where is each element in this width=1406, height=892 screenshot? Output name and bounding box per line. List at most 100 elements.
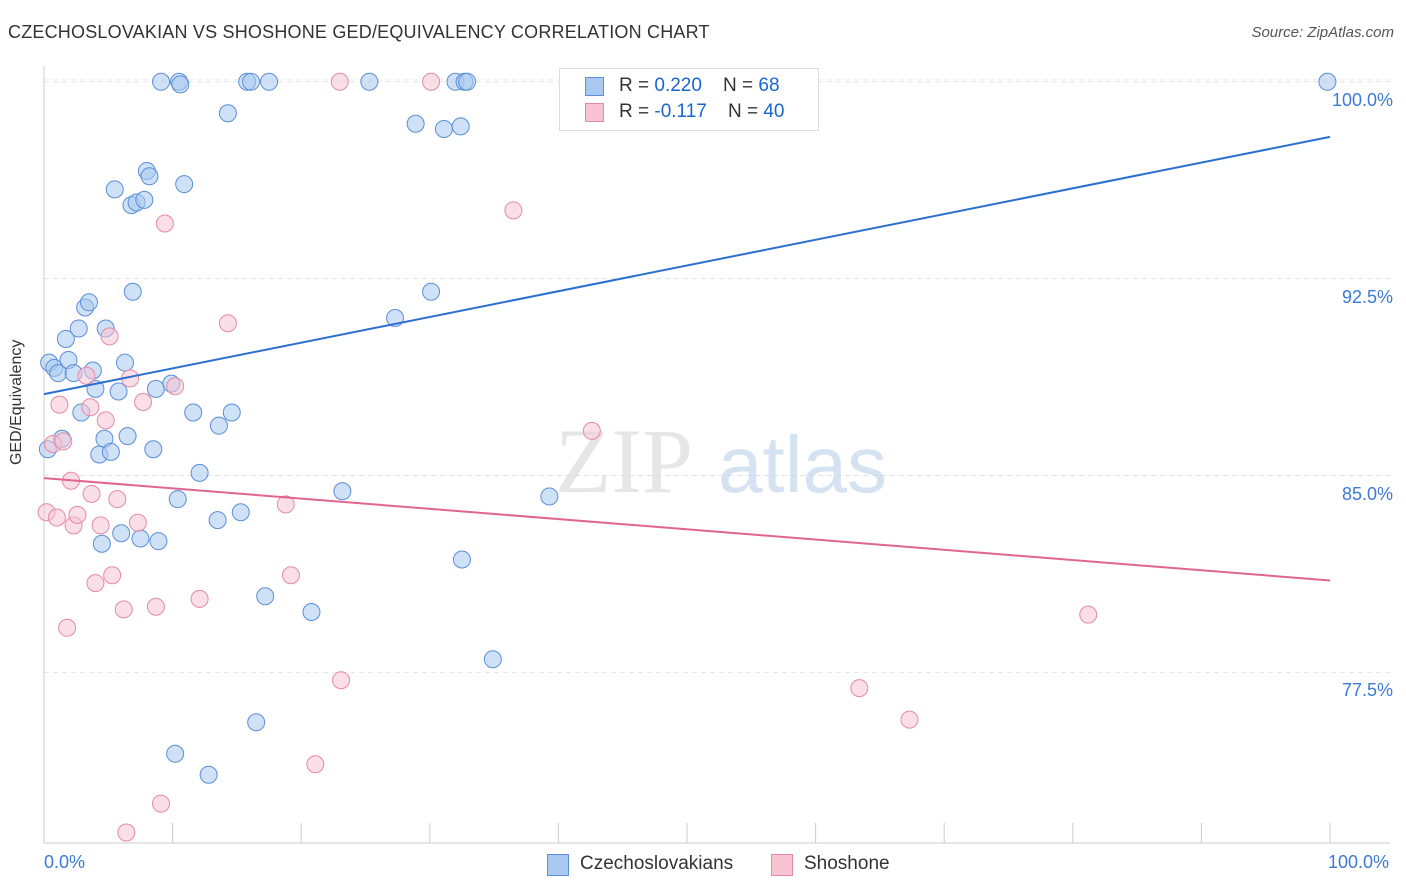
correlation-legend: R = 0.220 N = 68 R = -0.117 N = 40 [559,68,819,131]
data-point [166,377,185,396]
data-point [218,314,237,333]
data-point [69,319,88,338]
data-point [68,505,87,524]
data-point [47,508,66,527]
data-point [330,72,349,91]
legend-r-value: -0.117 [654,101,707,122]
data-point [231,503,250,522]
data-point [199,765,218,784]
legend-swatch-czechoslovakians [585,77,604,96]
data-point [850,679,869,698]
data-point [540,487,559,506]
data-point [1079,605,1098,624]
watermark-zip: ZIP [555,410,693,512]
legend-swatch-shoshone [585,103,604,122]
bottom-legend-label: Czechoslovakians [580,853,734,874]
data-point [1318,72,1337,91]
data-point [146,379,165,398]
data-point [452,550,471,569]
data-point [77,366,96,385]
data-point [360,72,379,91]
data-point [209,416,228,435]
data-point [131,529,150,548]
x-tick-label-max: 100.0% [1328,852,1390,872]
data-point [152,72,171,91]
data-point [175,175,194,194]
data-point [146,597,165,616]
legend-n-label: N = [727,101,764,122]
data-point [109,382,128,401]
data-point [333,482,352,501]
y-tick-label: 85.0% [1341,483,1393,504]
bottom-legend-swatch-shoshone [771,854,793,876]
data-point [276,495,295,514]
data-point [135,190,154,209]
data-point [260,72,279,91]
data-point [451,117,470,136]
data-point [152,794,171,813]
series-czechoslovakians [38,72,1337,784]
data-point [118,427,137,446]
data-point [900,710,919,729]
data-point [155,214,174,233]
data-point [149,532,168,551]
legend-n-value: 68 [758,75,780,96]
data-point [422,72,441,91]
series-shoshone [37,72,1098,842]
axes [43,66,1390,844]
data-point [105,180,124,199]
data-point [190,463,209,482]
data-point [112,524,131,543]
data-point [96,411,115,430]
data-point [168,490,187,509]
data-point [582,421,601,440]
bottom-legend-label: Shoshone [804,853,890,874]
data-point [302,603,321,621]
data-point [134,393,153,411]
data-point [128,513,147,532]
data-point [114,600,133,619]
data-point [190,589,209,608]
data-point [306,755,325,774]
data-point [171,75,190,94]
data-point [117,823,136,842]
legend-r-label: R = [619,101,655,122]
x-tick-label-min: 0.0% [44,852,86,872]
data-point [80,293,99,312]
data-point [86,574,105,593]
data-point [108,490,127,509]
data-point [281,566,300,585]
data-point [434,120,453,138]
data-point [184,403,203,422]
data-point [406,114,425,133]
y-axis-label: GED/Equivalency [8,339,25,465]
chart-title: CZECHOSLOVAKIAN VS SHOSHONE GED/EQUIVALE… [8,22,710,42]
y-tick-label: 77.5% [1341,680,1393,701]
data-point [483,650,502,669]
data-point [50,395,69,414]
data-point [256,587,275,606]
data-point [123,282,142,301]
data-point [222,403,241,422]
data-point [116,353,135,372]
data-point [82,484,101,503]
data-point [504,201,523,220]
data-point [140,167,159,186]
legend-n-value: 40 [763,101,785,122]
data-point [54,432,73,451]
legend-n-label: N = [723,75,759,96]
y-tick-label: 100.0% [1331,89,1393,110]
trend-line-czechoslovakians [43,135,1331,396]
grid-lines [44,79,1390,673]
data-point [422,282,441,301]
data-point [92,534,111,553]
data-point [103,566,122,585]
data-point [81,398,100,417]
data-point [101,442,120,461]
watermark-atlas: atlas [718,420,887,509]
source-credit: Source: ZipAtlas.com [1251,24,1394,41]
bottom-legend-swatch-czechoslovakians [547,854,569,876]
legend-r-label: R = [619,75,655,96]
data-point [100,327,119,346]
